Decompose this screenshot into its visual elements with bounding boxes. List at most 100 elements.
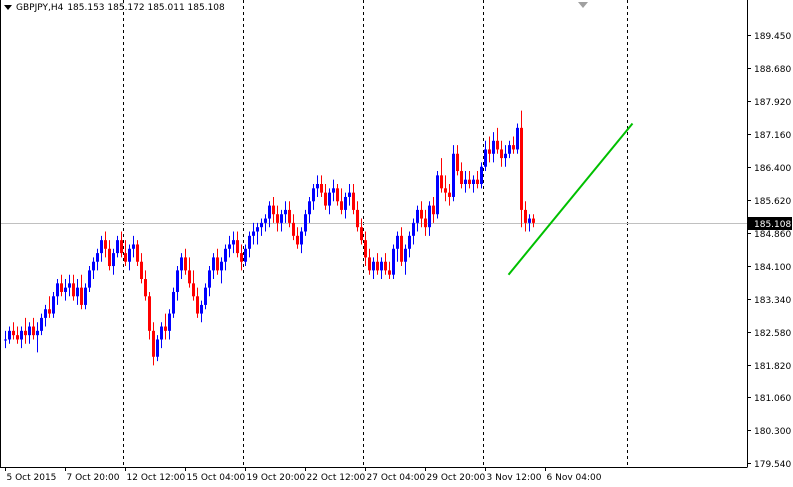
candle-body xyxy=(416,209,419,223)
candle-bull xyxy=(128,244,131,271)
current-price-value: 185.108 xyxy=(754,220,791,230)
trendline[interactable] xyxy=(507,122,634,276)
candle-body xyxy=(96,253,99,262)
candle-body xyxy=(48,309,51,314)
candle-bull xyxy=(232,231,235,254)
candle-body xyxy=(192,283,195,297)
candle-bull xyxy=(480,162,483,189)
candle-body xyxy=(180,257,183,271)
candle-bull xyxy=(252,222,255,245)
candle-bull xyxy=(4,330,7,349)
dropdown-triangle-icon[interactable] xyxy=(4,5,12,10)
candle-body xyxy=(324,192,327,206)
candle-bear xyxy=(520,110,523,228)
candle-body xyxy=(68,283,71,288)
current-price-tag-bg xyxy=(748,217,792,230)
y-tick-label: 179.540 xyxy=(754,460,791,470)
candle-body xyxy=(352,192,355,210)
x-tick-label: 3 Nov 12:00 xyxy=(487,473,542,483)
candle-body xyxy=(124,253,127,262)
candle-bear xyxy=(124,240,127,267)
candle-bull xyxy=(396,231,399,262)
candle-body xyxy=(32,326,35,336)
candle-bear xyxy=(184,248,187,275)
candle-bear xyxy=(292,214,295,241)
candle-body xyxy=(288,209,291,223)
x-tick-label: 6 Nov 04:00 xyxy=(547,473,602,483)
candle-body xyxy=(256,227,259,232)
y-tick-label: 187.920 xyxy=(754,98,791,108)
candle-body xyxy=(404,248,407,262)
candle-bear xyxy=(60,274,63,297)
candle-bull xyxy=(504,145,507,167)
candle-bull xyxy=(312,184,315,210)
candle-body xyxy=(328,192,331,206)
candle-bear xyxy=(476,171,479,189)
candle-body xyxy=(332,188,335,193)
candle-bear xyxy=(32,317,35,340)
candle-bull xyxy=(328,188,331,215)
candle-bull xyxy=(372,257,375,280)
candle-body xyxy=(388,270,391,275)
candle-body xyxy=(344,196,347,210)
candle-bear xyxy=(320,175,323,197)
separator-layer xyxy=(123,0,628,467)
candle-bear xyxy=(500,140,503,167)
candle-bull xyxy=(256,222,259,245)
candle-bear xyxy=(488,136,491,163)
chart-header: GBPJPY,H4 185.153 185.172 185.011 185.108 xyxy=(4,3,225,13)
candle-body xyxy=(116,240,119,254)
x-tick-label: 22 Oct 12:00 xyxy=(307,473,366,483)
y-tick-label: 184.860 xyxy=(754,230,791,240)
candle-body xyxy=(372,261,375,271)
candle-bull xyxy=(344,192,347,219)
candle-bull xyxy=(516,123,519,154)
candle-body xyxy=(460,171,463,185)
candle-body xyxy=(284,209,287,215)
candle-bear xyxy=(216,248,219,275)
candle-body xyxy=(524,209,527,223)
candle-bear xyxy=(388,261,391,280)
candle-body xyxy=(440,175,443,189)
candle-body xyxy=(492,140,495,154)
candle-body xyxy=(316,184,319,189)
candle-bull xyxy=(284,201,287,223)
x-tick-label: 5 Oct 2015 xyxy=(7,473,57,483)
candle-bear xyxy=(48,296,51,318)
candle-bear xyxy=(272,196,275,223)
candle-bull xyxy=(156,335,159,362)
candle-bear xyxy=(72,274,75,301)
y-axis-labels: 189.450 188.680 187.920 187.160 186.400 185.6… xyxy=(747,32,791,470)
candle-bull xyxy=(36,322,39,353)
candle-bear xyxy=(148,291,151,340)
candle-body xyxy=(12,330,15,336)
y-tick-label: 182.580 xyxy=(754,329,791,339)
y-tick-label: 184.100 xyxy=(754,263,791,273)
candle-bear xyxy=(80,274,83,310)
x-tick-label: 27 Oct 04:00 xyxy=(367,473,426,483)
candle-body xyxy=(520,127,523,210)
chart-shift-marker-icon[interactable] xyxy=(578,2,588,8)
x-tick-label: 29 Oct 20:00 xyxy=(427,473,486,483)
candle-bear xyxy=(460,162,463,189)
candle-bull xyxy=(44,304,47,327)
candle-body xyxy=(28,326,31,336)
candle-body xyxy=(20,330,23,340)
candle-bull xyxy=(28,322,31,344)
candle-bull xyxy=(8,326,11,344)
candle-bear xyxy=(104,231,107,258)
candle-body xyxy=(144,279,147,297)
current-price-tag: 185.108 xyxy=(748,217,792,230)
x-tick-label: 15 Oct 04:00 xyxy=(187,473,246,483)
candle-body xyxy=(212,257,215,271)
candle-body xyxy=(304,214,307,232)
candle-bear xyxy=(496,127,499,154)
candle-body xyxy=(472,179,475,185)
y-tick-label: 188.680 xyxy=(754,65,791,75)
candle-body xyxy=(368,257,371,271)
y-tick-label: 183.340 xyxy=(754,296,791,306)
candle-bear xyxy=(140,253,143,284)
candle-body xyxy=(168,313,171,331)
